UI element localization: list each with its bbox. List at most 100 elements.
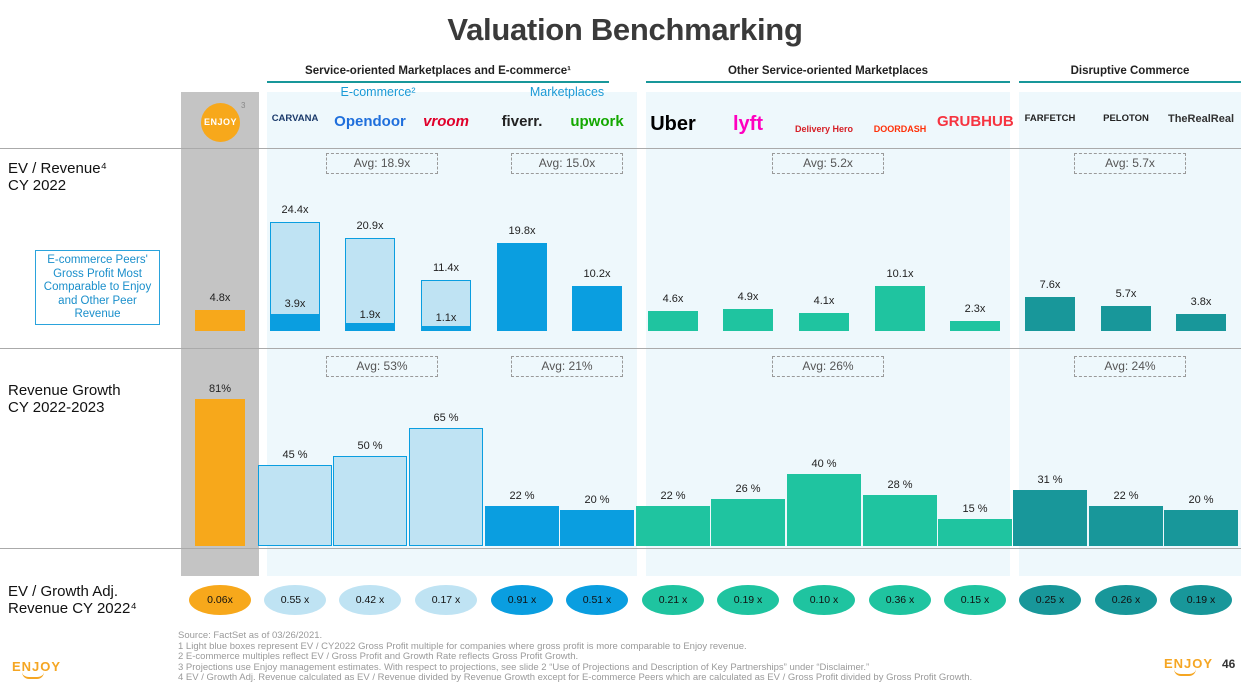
logo-delivery-hero: Delivery Hero: [794, 124, 854, 134]
footer-logo-right: ENJOY: [1164, 656, 1213, 676]
row-label-ev-growth-line2: Revenue CY 2022⁴: [8, 600, 137, 617]
bar-revenue-growth-4: [485, 506, 559, 546]
group-underline-disruptive: [1019, 81, 1241, 83]
bar-ev-revenue-9: [875, 286, 925, 331]
avg-ev-revenue-3: Avg: 5.7x: [1074, 153, 1186, 174]
avg-revenue-growth-2: Avg: 26%: [772, 356, 884, 377]
group-header-other: Other Service-oriented Marketplaces: [727, 65, 929, 77]
footer-logo-left-smile-icon: [22, 672, 44, 679]
avg-ev-revenue-0: Avg: 18.9x: [326, 153, 438, 174]
label-revenue-growth-5: 20 %: [584, 493, 610, 506]
bar-ev-revenue-11: [1025, 297, 1075, 331]
footnote-source: Source: FactSet as of 03/26/2021.: [178, 630, 323, 641]
bar-revenue-growth-1: [258, 464, 332, 546]
bar-ev-revenue-1: [270, 313, 320, 331]
label-ev-revenue-6: 4.6x: [662, 292, 684, 305]
label-ev-gross-profit-1: 24.4x: [281, 204, 309, 217]
oval-ev-growth-2: 0.42 x: [339, 585, 401, 615]
label-ev-revenue-4: 19.8x: [508, 224, 536, 237]
bar-revenue-growth-0: [195, 399, 245, 546]
row-label-ev-revenue: EV / Revenue⁴ CY 2022: [8, 160, 178, 194]
label-ev-revenue-12: 5.7x: [1115, 287, 1137, 300]
label-revenue-growth-6: 22 %: [660, 490, 686, 503]
bar-ev-revenue-13: [1176, 314, 1226, 331]
bar-revenue-growth-9: [863, 495, 937, 546]
logo-vroom: vroom: [423, 113, 469, 130]
group-header-ecommerce: Service-oriented Marketplaces and E-comm…: [305, 65, 571, 77]
footnote-1: 1 Light blue boxes represent EV / CY2022…: [178, 640, 747, 652]
label-revenue-growth-2: 50 %: [357, 439, 383, 452]
group-underline-other: [646, 81, 1010, 83]
bar-ev-revenue-5: [572, 285, 622, 331]
footer-logo-left-text: ENJOY: [12, 659, 62, 674]
label-ev-revenue-13: 3.8x: [1190, 296, 1212, 309]
oval-ev-growth-3: 0.17 x: [415, 585, 477, 615]
label-ev-revenue-8: 4.1x: [813, 294, 835, 307]
divider-bottom: [0, 548, 1241, 549]
avg-ev-revenue-2: Avg: 5.2x: [772, 153, 884, 174]
oval-ev-growth-9: 0.36 x: [869, 585, 931, 615]
logo-grubhub: GRUBHUB: [937, 113, 1014, 130]
logo-lyft: lyft: [733, 113, 763, 135]
ecommerce-note-box: E-commerce Peers' Gross Profit Most Comp…: [35, 250, 160, 325]
label-ev-revenue-11: 7.6x: [1039, 279, 1061, 292]
label-revenue-growth-4: 22 %: [509, 490, 535, 503]
row-label-revenue-growth: Revenue Growth CY 2022-2023: [8, 382, 178, 416]
footnote-3: 3 Projections use Enjoy management estim…: [178, 661, 870, 673]
label-ev-revenue-7: 4.9x: [737, 291, 759, 304]
row-label-ev-revenue-line2: CY 2022: [8, 177, 67, 194]
subheader-marketplaces: Marketplaces: [529, 85, 605, 99]
divider-mid: [0, 348, 1241, 349]
label-ev-revenue-1: 3.9x: [284, 297, 306, 310]
label-revenue-growth-13: 20 %: [1188, 493, 1214, 506]
oval-ev-growth-6: 0.21 x: [642, 585, 704, 615]
avg-ev-revenue-1: Avg: 15.0x: [511, 153, 623, 174]
group-header-disruptive: Disruptive Commerce: [1070, 65, 1190, 77]
bar-revenue-growth-5: [560, 509, 634, 546]
subheader-ecommerce: E-commerce²: [340, 85, 416, 99]
label-ev-revenue-9: 10.1x: [886, 268, 914, 281]
bar-revenue-growth-12: [1089, 506, 1163, 546]
footnote-4: 4 EV / Growth Adj. Revenue calculated as…: [178, 672, 973, 684]
label-revenue-growth-3: 65 %: [433, 412, 459, 425]
logo-carvana: CARVANA: [271, 113, 319, 124]
logo-fiverr: fiverr.: [501, 113, 543, 130]
enjoy-badge-text: ENJOY: [203, 117, 237, 127]
bar-revenue-growth-10: [938, 518, 1012, 546]
bar-revenue-growth-3: [409, 428, 483, 546]
footnotes: Source: FactSet as of 03/26/2021. 1 Ligh…: [178, 630, 1188, 684]
bar-ev-revenue-3: [421, 326, 471, 331]
footnote-2: 2 E-commerce multiples reflect EV / Gros…: [178, 651, 579, 663]
logo-upwork: upwork: [570, 113, 624, 130]
label-ev-revenue-2: 1.9x: [359, 308, 381, 321]
bar-ev-gross-profit-3: [421, 280, 471, 331]
avg-revenue-growth-3: Avg: 24%: [1074, 356, 1186, 377]
logo-uber: Uber: [650, 113, 696, 135]
row-label-ev-growth: EV / Growth Adj. Revenue CY 2022⁴: [8, 583, 178, 617]
label-revenue-growth-7: 26 %: [735, 482, 761, 495]
bar-revenue-growth-8: [787, 473, 861, 546]
label-revenue-growth-8: 40 %: [811, 457, 837, 470]
enjoy-badge: ENJOY: [201, 103, 240, 142]
footer-logo-right-smile-icon: [1174, 669, 1196, 676]
oval-ev-growth-8: 0.10 x: [793, 585, 855, 615]
oval-ev-growth-5: 0.51 x: [566, 585, 628, 615]
oval-ev-growth-10: 0.15 x: [944, 585, 1006, 615]
bar-ev-gross-profit-1: [270, 222, 320, 331]
label-revenue-growth-11: 31 %: [1037, 473, 1063, 486]
avg-revenue-growth-1: Avg: 21%: [511, 356, 623, 377]
bar-revenue-growth-2: [333, 455, 407, 546]
bar-ev-revenue-12: [1101, 305, 1151, 331]
bar-revenue-growth-11: [1013, 489, 1087, 546]
avg-revenue-growth-0: Avg: 53%: [326, 356, 438, 377]
group-underline-ecommerce: [267, 81, 609, 83]
bar-revenue-growth-13: [1164, 509, 1238, 546]
footer-logo-left: ENJOY: [12, 659, 61, 679]
label-revenue-growth-0: 81%: [208, 383, 232, 396]
row-label-revenue-growth-line2: CY 2022-2023: [8, 399, 105, 416]
row-label-revenue-growth-line1: Revenue Growth: [8, 382, 121, 399]
oval-ev-growth-4: 0.91 x: [491, 585, 553, 615]
bar-ev-revenue-0: [195, 309, 245, 331]
oval-ev-growth-0: 0.06x: [189, 585, 251, 615]
logo-farfetch: FARFETCH: [1024, 113, 1076, 124]
